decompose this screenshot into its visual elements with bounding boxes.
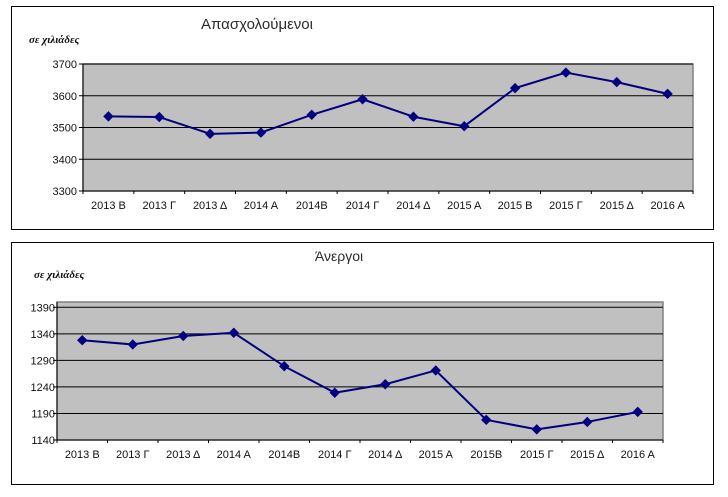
y-tick-label: 3300 xyxy=(53,186,77,198)
data-point-marker xyxy=(178,330,189,342)
data-point-marker xyxy=(662,88,673,100)
x-tick-label: 2014 Δ xyxy=(396,200,431,212)
y-tick-label: 3600 xyxy=(53,91,77,103)
x-tick-label: 2014 Γ xyxy=(346,200,380,212)
data-point-marker xyxy=(228,327,239,338)
data-point-marker xyxy=(103,111,114,122)
data-point-marker xyxy=(380,379,391,390)
x-tick-label: 2015 A xyxy=(447,200,482,212)
y-tick-label: 3700 xyxy=(53,59,77,71)
employed-chart-title: Απασχολούμενοι xyxy=(201,16,313,33)
x-tick-label: 2013 Γ xyxy=(116,449,150,461)
employed-unit-label: σε χιλιάδες xyxy=(29,34,80,46)
x-tick-label: 2016 A xyxy=(621,449,656,461)
data-point-marker xyxy=(509,82,521,94)
x-tick-label: 2013 B xyxy=(65,449,100,461)
data-point-marker xyxy=(582,416,593,428)
plot-area xyxy=(56,301,664,441)
x-tick-label: 2014B xyxy=(296,200,328,212)
employed-chart: 3300 3400 3500 3600 3700 2013 B 2013 Γ 2013 Δ 20… xyxy=(11,6,714,230)
x-tick-label: 2015 Δ xyxy=(570,449,605,461)
x-tick-label: 2014 A xyxy=(217,449,252,461)
series-line xyxy=(108,71,668,135)
x-tick-label: 2015 B xyxy=(498,200,533,212)
y-tick-label: 1140 xyxy=(31,435,55,447)
x-tick-label: 2013 Δ xyxy=(166,449,201,461)
data-point-marker xyxy=(255,127,267,138)
x-tick-label: 2015B xyxy=(470,449,502,461)
data-point-marker xyxy=(481,414,492,426)
data-point-marker xyxy=(77,335,88,346)
unemployed-chart-title: Άνεργοι xyxy=(314,248,364,264)
data-point-marker xyxy=(329,387,340,398)
x-tick-label: 2014 Δ xyxy=(368,449,403,461)
data-point-marker xyxy=(560,67,572,78)
y-tick-label: 1290 xyxy=(31,355,55,367)
unemployed-chart-plot: 1140 1190 1240 1290 1340 1390 2013 B 2013 Γ 2013… xyxy=(31,301,664,461)
x-tick-label: 2014 Γ xyxy=(318,449,352,461)
y-tick-label: 1190 xyxy=(31,408,55,420)
data-point-marker xyxy=(632,406,643,418)
y-tick-label: 3500 xyxy=(53,123,77,135)
x-tick-label: 2013 Δ xyxy=(193,200,228,212)
unemployed-chart: 1140 1190 1240 1290 1340 1390 2013 B 2013 Γ 2013… xyxy=(11,242,714,485)
y-tick-label: 1240 xyxy=(31,382,55,394)
x-tick-label: 2015 Γ xyxy=(520,449,554,461)
series-line xyxy=(82,331,638,431)
data-point-marker xyxy=(430,365,441,376)
x-tick-label: 2014 A xyxy=(244,200,279,212)
data-point-marker xyxy=(459,121,470,132)
y-tick-label: 3400 xyxy=(53,154,77,166)
x-tick-label: 2013 B xyxy=(91,200,126,212)
data-point-marker xyxy=(408,111,419,122)
employed-chart-plot: 3300 3400 3500 3600 3700 2013 B 2013 Γ 2013 Δ 20… xyxy=(53,59,694,212)
data-point-marker xyxy=(611,76,622,88)
data-point-marker xyxy=(127,339,138,350)
y-tick-label: 1390 xyxy=(31,302,55,314)
data-point-marker xyxy=(531,424,542,435)
x-tick-label: 2016 A xyxy=(650,200,685,212)
x-tick-label: 2015 Γ xyxy=(549,200,583,212)
y-tick-label: 1340 xyxy=(31,329,55,341)
data-point-marker xyxy=(204,128,216,140)
data-point-marker xyxy=(279,361,290,372)
x-tick-label: 2015 Δ xyxy=(600,200,635,212)
x-tick-label: 2014B xyxy=(268,449,300,461)
x-tick-label: 2015 A xyxy=(419,449,454,461)
data-point-marker xyxy=(357,94,368,105)
data-point-marker xyxy=(306,109,317,121)
x-tick-label: 2013 Γ xyxy=(142,200,176,212)
unemployed-unit-label: σε χιλιάδες xyxy=(34,269,85,281)
data-point-marker xyxy=(154,111,165,123)
